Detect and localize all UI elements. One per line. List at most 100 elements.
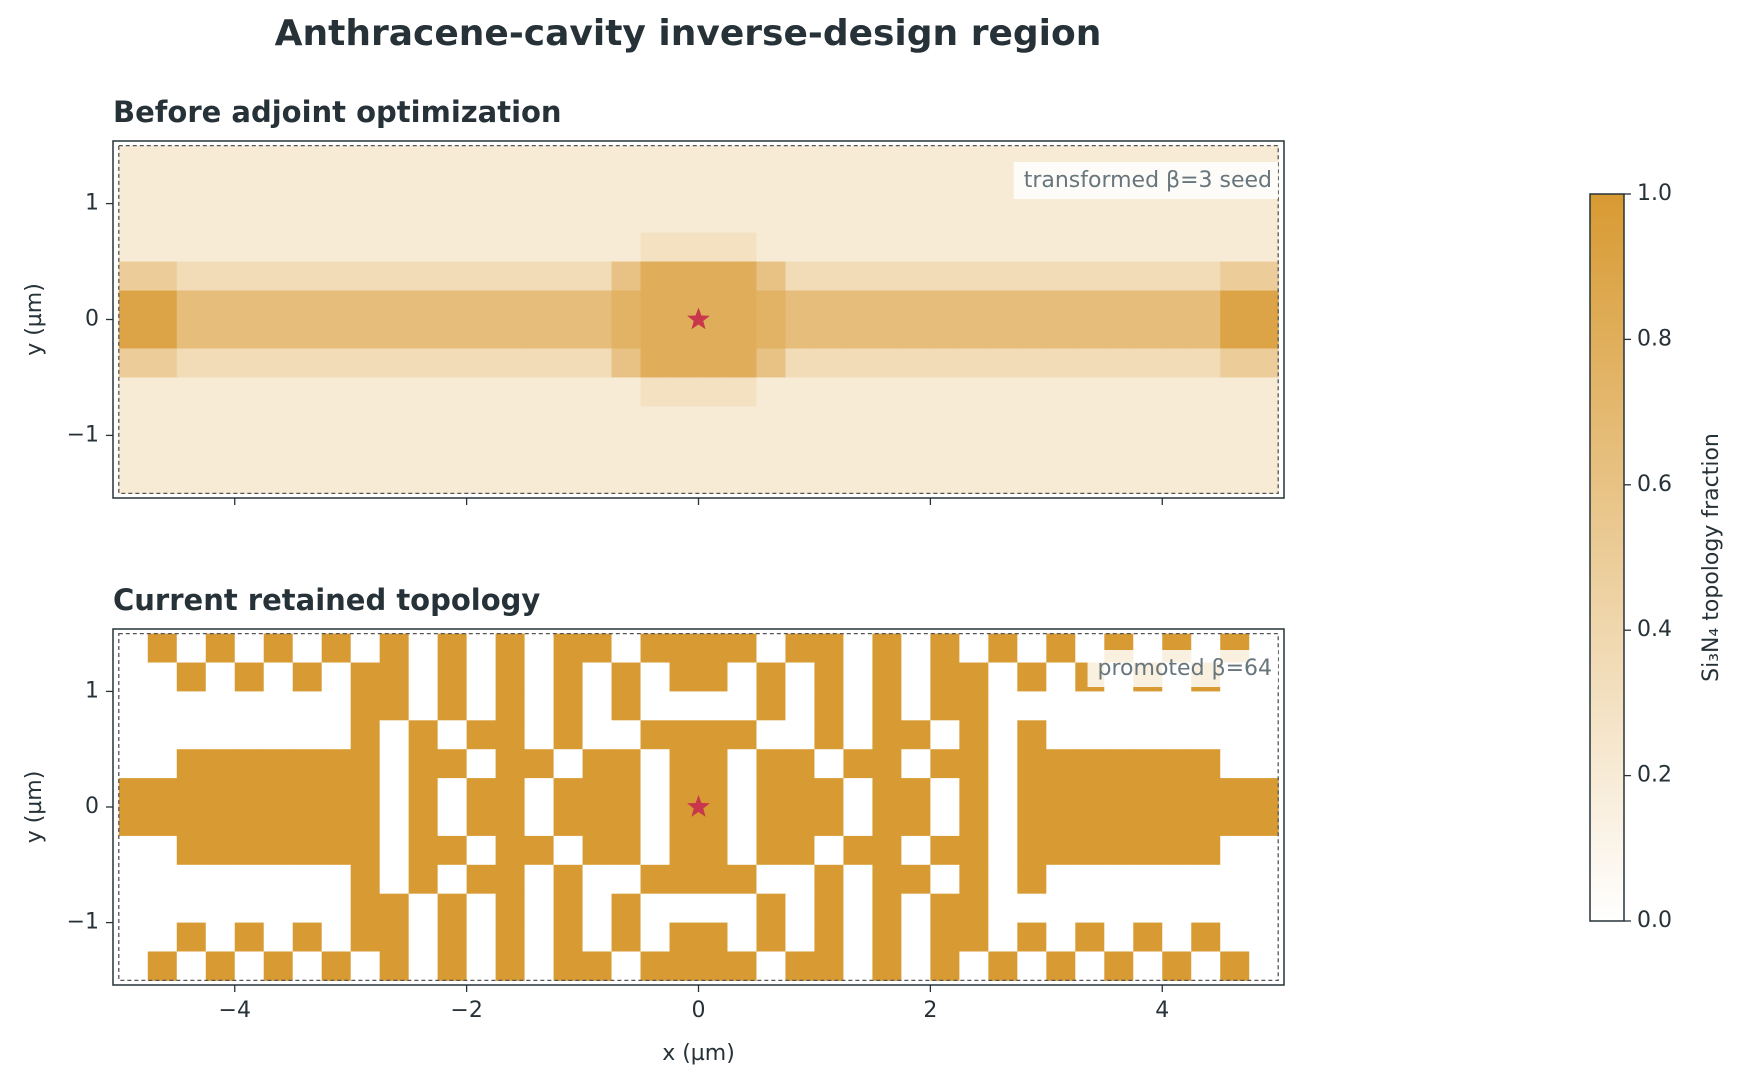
heat-cell: [669, 778, 699, 808]
heat-cell: [118, 203, 149, 234]
heat-cell: [205, 951, 236, 981]
heat-cell: [1104, 778, 1134, 808]
heat-cell: [1249, 290, 1279, 320]
heat-cell: [350, 720, 381, 750]
heat-cell: [959, 864, 989, 895]
heat-cell: [698, 864, 728, 895]
heat-cell: [379, 749, 410, 779]
heat-cell: [785, 749, 815, 779]
heat-cell: [872, 633, 902, 664]
heat-cell: [785, 464, 815, 494]
heat-cell: [118, 864, 149, 895]
heat-cell: [321, 749, 352, 779]
heat-cell: [1220, 232, 1250, 263]
heat-cell: [553, 377, 584, 407]
heat-cell: [901, 633, 931, 664]
heat-cell: [1249, 835, 1279, 866]
heat-cell: [1017, 691, 1047, 721]
heat-cell: [205, 232, 236, 263]
heat-cell: [1133, 835, 1163, 866]
heat-cell: [495, 691, 526, 721]
heat-cell: [176, 174, 207, 205]
heat-cell: [466, 807, 497, 837]
heat-cell: [379, 232, 410, 263]
heat-cell: [263, 720, 294, 750]
heat-cell: [147, 893, 178, 924]
heat-cell: [1046, 261, 1076, 292]
heat-cell: [988, 893, 1018, 924]
heat-cell: [582, 835, 613, 866]
heat-cell: [901, 261, 931, 292]
heat-cell: [640, 406, 671, 436]
heat-cell: [901, 864, 931, 895]
heat-cell: [1104, 232, 1134, 263]
heat-cell: [1162, 749, 1192, 779]
heat-cell: [263, 261, 294, 292]
heat-cell: [698, 835, 728, 866]
heat-cell: [437, 893, 468, 924]
heat-cell: [785, 406, 815, 436]
heat-cell: [1046, 348, 1076, 378]
heat-cell: [727, 145, 757, 176]
heat-cell: [611, 662, 642, 692]
heat-cell: [321, 319, 352, 349]
heat-cell: [1017, 807, 1047, 837]
heat-cell: [553, 662, 584, 692]
heat-cell: [727, 749, 757, 779]
heat-cell: [1162, 435, 1192, 465]
heat-cell: [118, 174, 149, 205]
heat-cell: [495, 348, 526, 378]
heat-cell: [930, 749, 960, 779]
heat-cell: [698, 922, 728, 952]
heat-cell: [756, 145, 786, 176]
heat-cell: [785, 720, 815, 750]
heat-cell: [205, 203, 236, 234]
heat-cell: [1017, 435, 1047, 465]
heat-cell: [379, 319, 410, 349]
heat-cell: [814, 145, 844, 176]
heat-cell: [640, 464, 671, 494]
heat-cell: [147, 290, 178, 320]
heat-cell: [785, 174, 815, 205]
heat-cell: [582, 319, 613, 349]
heat-cell: [1046, 835, 1076, 866]
heat-cell: [263, 290, 294, 320]
heat-cell: [1046, 662, 1076, 692]
heat-cell: [611, 406, 642, 436]
heat-cell: [350, 691, 381, 721]
heat-cell: [118, 749, 149, 779]
heat-cell: [176, 922, 207, 952]
heat-cell: [959, 720, 989, 750]
heat-cell: [1220, 922, 1250, 952]
heat-cell: [901, 778, 931, 808]
heat-cell: [466, 377, 497, 407]
heat-cell: [350, 633, 381, 664]
heat-cell: [611, 749, 642, 779]
heat-cell: [147, 778, 178, 808]
heat-cell: [1017, 261, 1047, 292]
heat-cell: [930, 807, 960, 837]
heat-cell: [1046, 319, 1076, 349]
heat-cell: [292, 893, 323, 924]
heat-cell: [814, 319, 844, 349]
colorbar-tick-label: 0.8: [1637, 326, 1672, 351]
heat-cell: [930, 145, 960, 176]
heat-cell: [814, 377, 844, 407]
heat-cell: [901, 377, 931, 407]
heat-cell: [176, 951, 207, 981]
heat-cell: [408, 232, 439, 263]
heat-cell: [1075, 922, 1105, 952]
heat-cell: [495, 807, 526, 837]
heat-cell: [640, 203, 671, 234]
heat-cell: [1133, 377, 1163, 407]
heat-cell: [176, 864, 207, 895]
heat-cell: [1162, 778, 1192, 808]
heat-cell: [930, 348, 960, 378]
heat-cell: [988, 261, 1018, 292]
heat-cell: [930, 778, 960, 808]
heat-cell: [495, 922, 526, 952]
heat-cell: [959, 749, 989, 779]
heat-cell: [582, 720, 613, 750]
heat-cell: [524, 633, 555, 664]
heat-cell: [640, 174, 671, 205]
